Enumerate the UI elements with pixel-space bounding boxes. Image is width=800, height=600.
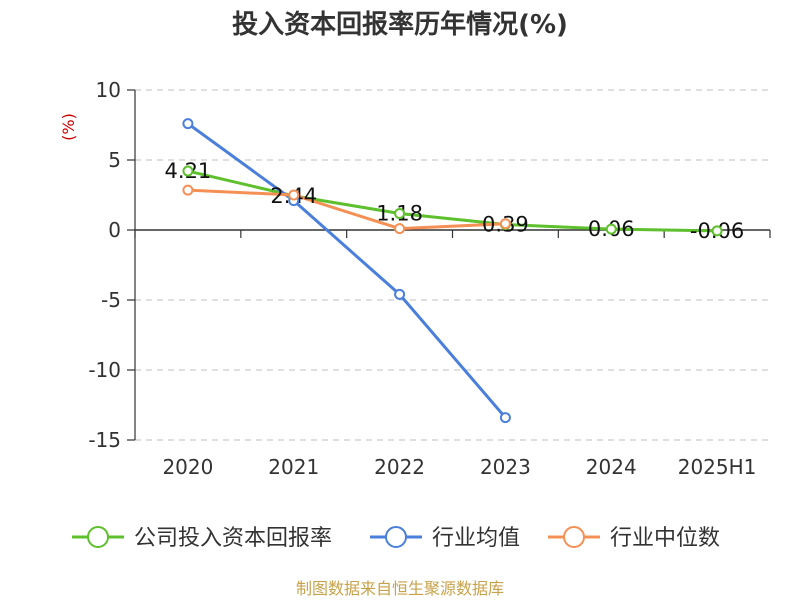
y-tick-label: 0: [108, 218, 121, 242]
y-axis-unit-label: (%): [59, 113, 78, 141]
y-tick-label: -15: [88, 428, 121, 452]
legend-marker: [385, 526, 407, 548]
data-point: [711, 225, 723, 237]
x-tick-label: 2025H1: [678, 455, 757, 479]
y-tick-label: 10: [96, 78, 121, 102]
source-note: 制图数据来自恒生聚源数据库: [296, 579, 504, 598]
data-point: [499, 218, 511, 230]
legend-label: 行业均值: [432, 526, 520, 551]
data-point: [182, 118, 194, 130]
series-line: [187, 122, 507, 419]
y-tick-label: 5: [108, 148, 121, 172]
data-point: [394, 207, 406, 219]
x-tick-label: 2024: [586, 455, 637, 479]
legend: 公司投入资本回报率 行业均值 行业中位数: [72, 526, 720, 551]
data-point: [394, 288, 406, 300]
x-tick-label: 2022: [374, 455, 425, 479]
x-tick-label: 2021: [268, 455, 319, 479]
data-point: [394, 223, 406, 235]
y-tick-label: -5: [101, 288, 121, 312]
chart-title: 投入资本回报率历年情况(%): [232, 9, 568, 40]
x-tick-label: 2023: [480, 455, 531, 479]
legend-label: 行业中位数: [610, 526, 720, 551]
series-line: [187, 169, 718, 233]
x-tick-label: 2020: [162, 455, 213, 479]
legend-label: 公司投入资本回报率: [134, 526, 332, 551]
series-line: [187, 188, 506, 231]
y-tick-label: -10: [88, 358, 121, 382]
data-point: [288, 189, 300, 201]
legend-marker: [563, 526, 585, 548]
data-point: [605, 223, 617, 235]
series-lines: [187, 122, 718, 419]
data-labels: 4.212.441.180.390.06-0.06: [165, 159, 745, 243]
data-point: [499, 412, 511, 424]
legend-marker: [87, 526, 109, 548]
grid-lines: [135, 89, 770, 441]
data-point: [182, 184, 194, 196]
data-point: [182, 165, 194, 177]
axes: 10 5 0 -5 -10 -15 2020 2021 2022 2023 2024 2025H1: [88, 78, 771, 479]
series-points: [182, 118, 723, 424]
